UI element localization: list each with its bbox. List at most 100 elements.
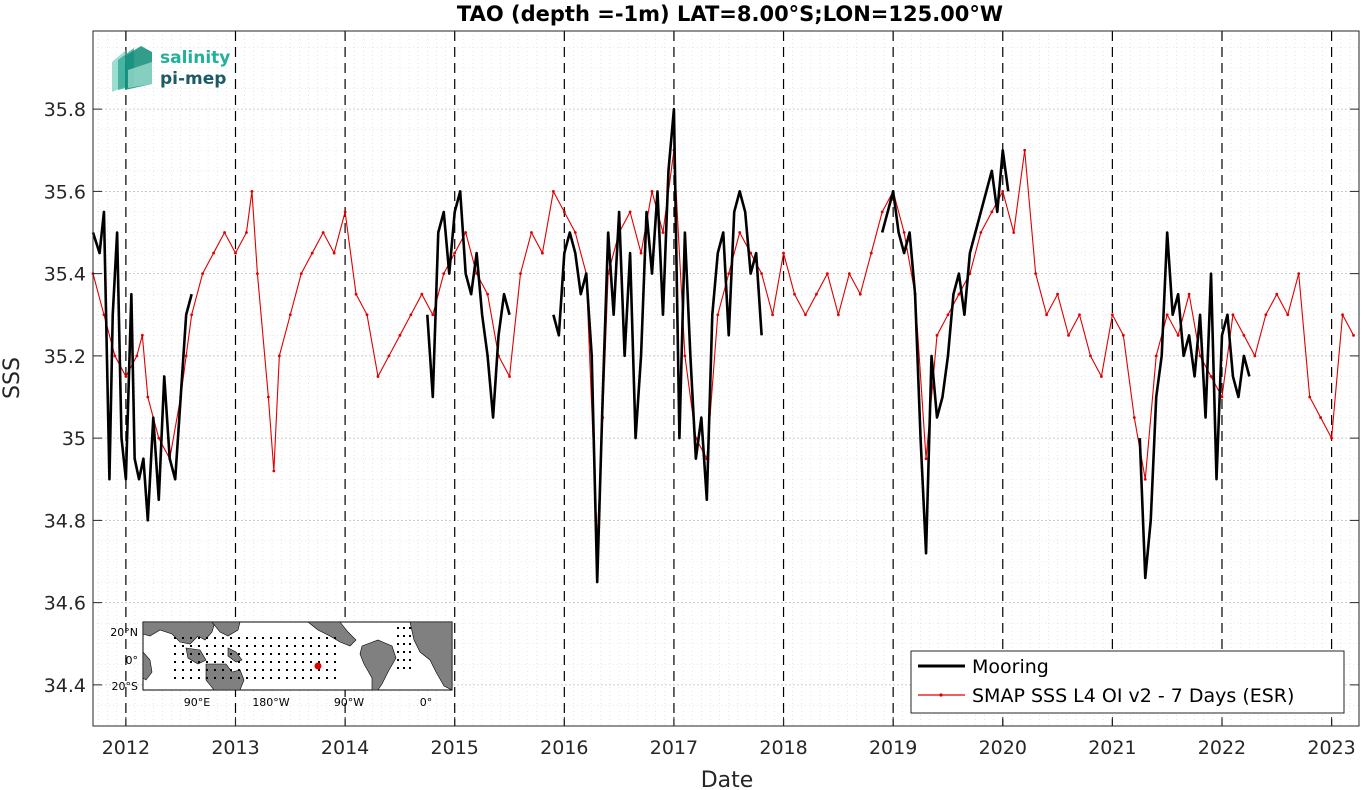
x-tick-label: 2015	[431, 737, 479, 759]
series-point-smap	[1089, 354, 1092, 358]
series-point-smap	[1231, 313, 1235, 317]
inset-lat-label-20s: 20°S	[112, 680, 138, 693]
inset-mooring-dot	[403, 651, 405, 653]
inset-mooring-dot	[222, 653, 224, 655]
series-point-smap	[332, 251, 336, 255]
series-point-smap	[387, 354, 391, 358]
series-point-smap	[760, 272, 764, 276]
inset-mooring-dot	[310, 677, 312, 679]
inset-mooring-dot	[246, 669, 248, 671]
series-point-smap	[804, 313, 807, 317]
series-point-smap	[250, 189, 254, 193]
inset-mooring-dot	[262, 677, 264, 679]
series-point-smap	[1209, 375, 1213, 378]
inset-mooring-dot	[238, 661, 240, 663]
inset-mooring-dot	[198, 669, 200, 671]
series-point-smap	[486, 292, 489, 296]
series-line-mooring	[426, 190, 511, 419]
inset-mooring-dot	[397, 667, 399, 669]
series-point-smap	[464, 231, 468, 234]
inset-mooring-dot	[174, 645, 176, 647]
y-tick-label: 35.6	[44, 181, 86, 203]
series-point-smap	[1275, 292, 1279, 296]
inset-mooring-dot	[262, 645, 264, 647]
series-point-smap	[146, 395, 150, 399]
inset-mooring-dot	[238, 653, 240, 655]
inset-mooring-dot	[238, 645, 240, 647]
series-point-smap	[1056, 292, 1059, 296]
inset-mooring-dot	[214, 677, 216, 679]
series-point-smap	[793, 292, 796, 296]
inset-mooring-dot	[262, 653, 264, 655]
inset-mooring-dot	[254, 669, 256, 671]
series-point-smap	[541, 251, 544, 255]
y-axis-label: SSS	[0, 357, 25, 399]
legend-label-smap: SMAP SSS L4 OI v2 - 7 Days (ESR)	[972, 685, 1294, 707]
series-point-smap	[716, 313, 720, 317]
series-line-mooring	[91, 210, 193, 522]
inset-mooring-dot	[230, 653, 232, 655]
inset-mooring-dot	[403, 667, 405, 669]
inset-mooring-dot	[409, 667, 411, 669]
series-point-smap	[1330, 436, 1333, 440]
inset-mooring-dot	[262, 661, 264, 663]
y-tick-label: 34.8	[44, 510, 86, 532]
series-point-smap	[869, 251, 873, 255]
series-point-smap	[1297, 272, 1301, 276]
inset-mooring-dot	[409, 651, 411, 653]
inset-mooring-dot	[334, 677, 336, 679]
series-point-smap	[1023, 148, 1027, 152]
series-point-smap	[847, 272, 851, 276]
inset-mooring-dot	[190, 669, 192, 671]
inset-mooring-dot	[278, 661, 280, 663]
series-point-smap	[902, 231, 906, 234]
series-point-smap	[771, 313, 774, 317]
inset-mooring-dot	[326, 669, 328, 671]
series-point-smap	[1319, 416, 1323, 419]
inset-mooring-dot	[174, 637, 176, 639]
inset-mooring-dot	[302, 677, 304, 679]
series-point-smap	[1176, 333, 1180, 337]
inset-mooring-dot	[270, 677, 272, 679]
inset-mooring-dot	[190, 653, 192, 655]
series-point-smap	[1001, 189, 1005, 193]
series-point-smap	[1187, 292, 1191, 296]
inset-mooring-dot	[409, 627, 411, 629]
inset-mooring-dot	[254, 653, 256, 655]
inset-lon-label-180w: 180°W	[252, 696, 289, 709]
plot-frame	[92, 30, 1360, 727]
logo-text-line1: salinity	[160, 48, 230, 68]
inset-mooring-dot	[230, 669, 232, 671]
series-point-smap	[124, 375, 128, 378]
inset-mooring-dot	[334, 661, 336, 663]
legend-label-mooring: Mooring	[972, 656, 1049, 678]
inset-mooring-dot	[294, 661, 296, 663]
series-point-smap	[661, 231, 665, 234]
x-tick-label: 2013	[211, 737, 259, 759]
series-point-smap	[102, 313, 106, 317]
inset-mooring-dot	[206, 669, 208, 671]
x-tick-label: 2023	[1307, 737, 1355, 759]
inset-mooring-dot	[397, 651, 399, 653]
inset-mooring-dot	[182, 637, 184, 639]
inset-mooring-dot	[214, 653, 216, 655]
inset-mooring-dot	[318, 637, 320, 639]
series-point-smap	[190, 313, 194, 317]
inset-mooring-dot	[182, 677, 184, 679]
inset-mooring-dot	[278, 653, 280, 655]
inset-mooring-dot	[302, 653, 304, 655]
series-point-smap	[508, 375, 511, 378]
inset-mooring-dot	[198, 661, 200, 663]
inset-mooring-dot	[326, 645, 328, 647]
inset-mooring-dot	[206, 661, 208, 663]
inset-mooring-dot	[182, 645, 184, 647]
series-point-smap	[442, 272, 446, 276]
inset-mooring-dot	[214, 637, 216, 639]
inset-mooring-dot	[270, 669, 272, 671]
series-point-smap	[453, 251, 457, 255]
x-tick-label: 2012	[102, 737, 150, 759]
logo-text-line2: pi-mep	[160, 69, 226, 89]
x-axis-label: Date	[701, 768, 754, 790]
inset-mooring-dot	[206, 637, 208, 639]
inset-mooring-dot	[230, 677, 232, 679]
